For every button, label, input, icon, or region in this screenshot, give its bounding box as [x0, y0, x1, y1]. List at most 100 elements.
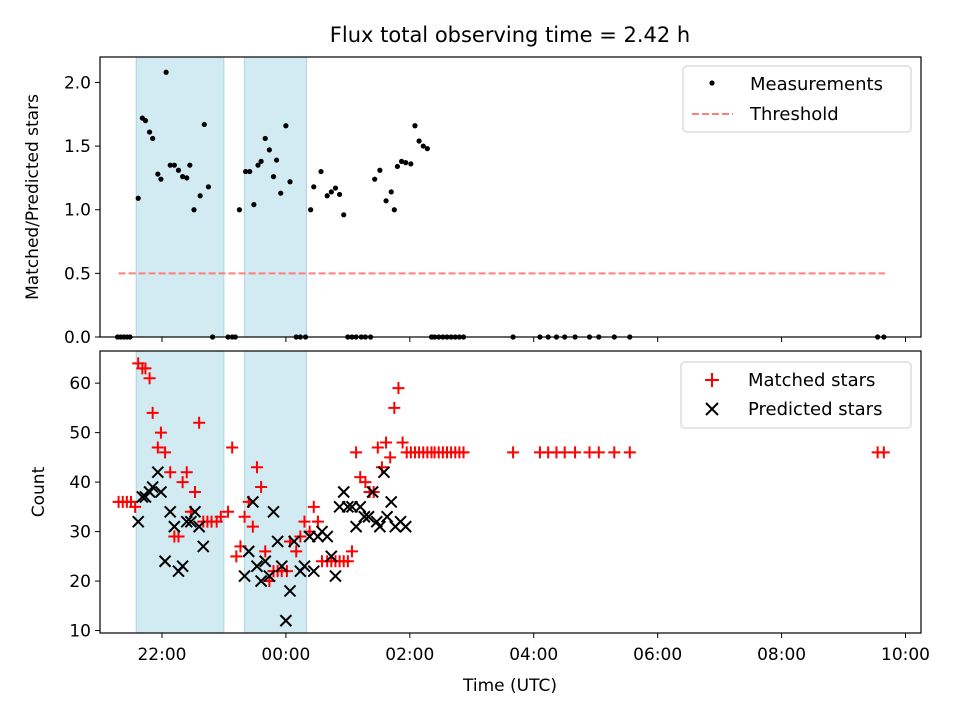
measurement-point	[377, 167, 383, 173]
y-tick-label: 60	[69, 374, 91, 394]
measurement-point	[197, 193, 203, 199]
measurement-point	[150, 135, 156, 142]
measurement-point	[135, 195, 141, 201]
measurement-point	[412, 123, 418, 129]
measurement-point	[372, 176, 378, 182]
measurement-point	[287, 179, 293, 185]
matched-stars-point	[359, 476, 372, 489]
measurement-point	[398, 158, 405, 164]
matched-stars-point	[396, 436, 409, 449]
predicted-stars-point	[362, 510, 375, 523]
measurement-point	[175, 167, 182, 173]
predicted-stars-point	[279, 614, 293, 627]
measurement-point	[180, 174, 186, 180]
predicted-stars-point	[341, 500, 355, 514]
predicted-stars-point	[250, 560, 264, 573]
measurement-point	[158, 176, 164, 182]
top-legend-box	[682, 65, 912, 133]
matched-stars-point	[159, 446, 172, 459]
predicted-stars-point	[337, 485, 350, 499]
matched-stars-point	[230, 550, 243, 563]
measurement-point	[243, 168, 249, 175]
measurement-point	[201, 121, 207, 128]
matched-stars-point	[172, 530, 185, 543]
bottom-axes: 10 20 30 40 50 60 22:00 00:00 02:00 04:00 06:00 08:…	[69, 350, 930, 665]
matched-stars-point	[371, 441, 384, 454]
observing-window-band	[135, 56, 225, 338]
predicted-stars-point	[246, 495, 260, 509]
x-tick-label: 00:00	[261, 645, 310, 665]
measurement-point	[270, 174, 277, 180]
matched-stars-point	[151, 441, 164, 454]
predicted-stars-point	[259, 555, 272, 568]
measurement-point	[184, 175, 190, 181]
y-tick-label: 1.5	[64, 137, 91, 157]
y-tick-label: 0.0	[64, 328, 91, 348]
matched-stars-point	[558, 446, 571, 459]
predicted-stars-point	[151, 466, 165, 479]
predicted-stars-point	[146, 480, 159, 494]
measurement-point	[142, 118, 149, 124]
measurement-point	[424, 146, 430, 152]
measurement-point	[332, 185, 339, 191]
predicted-stars-point	[164, 505, 177, 518]
matched-stars-point	[350, 446, 363, 459]
matched-stars-point	[222, 505, 235, 518]
y-tick-label: 10	[69, 622, 91, 642]
measurement-point	[146, 129, 153, 135]
matched-stars-point	[129, 500, 142, 513]
matched-stars-point	[877, 446, 890, 459]
x-tick-label: 02:00	[385, 645, 434, 665]
bottom-legend-box	[680, 361, 912, 429]
predicted-stars-point	[263, 569, 276, 583]
measurement-point	[318, 168, 324, 175]
measurement-point	[191, 207, 197, 213]
y-tick-label: 2.0	[64, 73, 91, 93]
matched-stars-point	[259, 545, 272, 558]
predicted-stars-point	[373, 520, 387, 533]
predicted-stars-point	[275, 560, 288, 573]
predicted-stars-point	[192, 520, 206, 533]
measurement-point	[163, 69, 169, 75]
matched-stars-point	[507, 446, 520, 459]
matched-stars-point	[146, 406, 159, 419]
matched-stars-point	[250, 461, 263, 474]
measurement-point	[278, 190, 284, 196]
legend-predicted-marker	[705, 402, 719, 416]
top-legend: Measurements Threshold	[682, 65, 912, 133]
matched-stars-point	[189, 486, 202, 498]
measurement-point	[236, 207, 243, 213]
predicted-stars-point	[168, 520, 181, 533]
measurement-point	[308, 207, 314, 213]
predicted-stars-point	[132, 515, 145, 528]
legend-measurements-marker	[709, 80, 715, 86]
measurement-point	[391, 207, 397, 213]
matched-stars-point	[388, 401, 401, 414]
matched-stars-point	[154, 426, 167, 439]
measurement-point	[205, 184, 212, 190]
legend-matched-label: Matched stars	[748, 370, 875, 391]
predicted-stars-point	[254, 574, 268, 588]
top-y-axis-label: Matched/Predicted stars	[23, 94, 43, 300]
measurement-point	[283, 123, 289, 129]
predicted-stars-point	[238, 569, 251, 583]
measurement-point	[420, 143, 426, 149]
matched-stars-point	[180, 466, 193, 479]
measurement-point	[251, 202, 257, 208]
measurement-point	[416, 138, 422, 144]
measurement-point	[155, 171, 161, 177]
matched-stars-point	[307, 500, 320, 513]
y-tick-label: 0.5	[64, 264, 91, 284]
matched-stars-point	[592, 446, 605, 459]
measurement-point	[187, 162, 193, 168]
x-tick-label: 08:00	[757, 645, 806, 665]
matched-stars-point	[380, 436, 393, 449]
measurement-point	[262, 135, 268, 142]
measurement-point	[247, 168, 253, 175]
predicted-stars-point	[287, 535, 301, 548]
measurement-point	[388, 189, 394, 195]
measurement-point	[341, 212, 347, 218]
matched-stars-point	[392, 382, 405, 395]
predicted-stars-point	[377, 466, 391, 479]
